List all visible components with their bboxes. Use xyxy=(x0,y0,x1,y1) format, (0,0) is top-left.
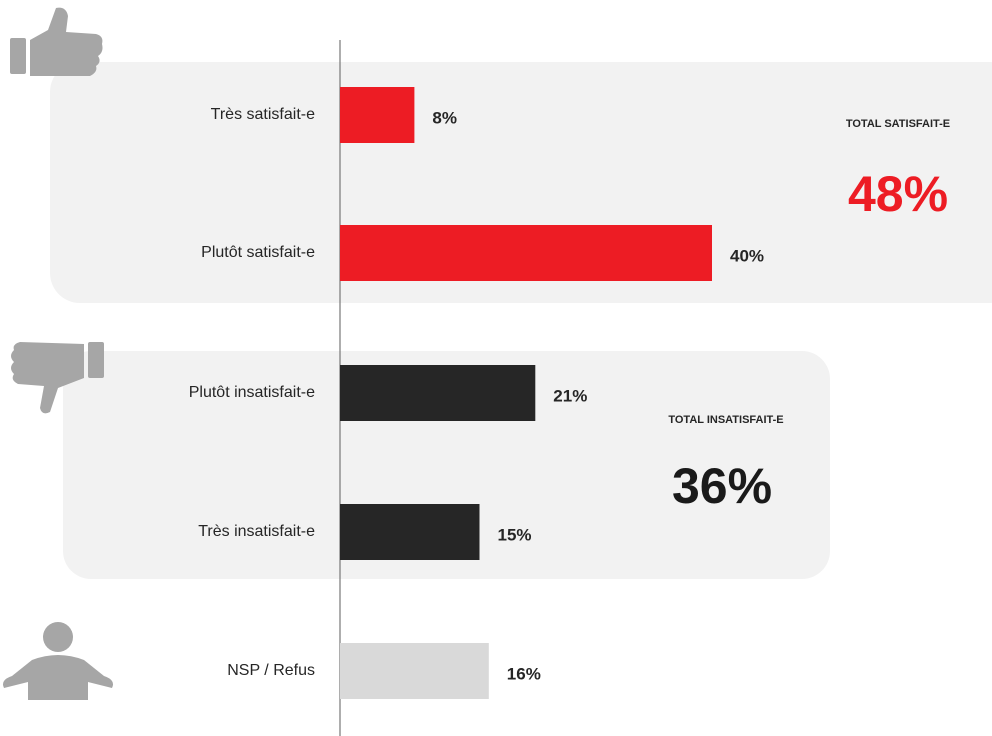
unsatisfied-panel xyxy=(63,351,830,579)
category-label: Très insatisfait-e xyxy=(198,523,315,540)
value-label: 21% xyxy=(553,386,587,405)
category-label: Plutôt satisfait-e xyxy=(201,244,315,261)
total-value: 48% xyxy=(848,166,948,222)
thumbs-down-icon xyxy=(11,342,104,414)
bar xyxy=(340,365,536,421)
total-value: 36% xyxy=(672,458,772,514)
bar xyxy=(340,643,489,699)
satisfied-panel xyxy=(50,62,992,303)
total-title: TOTAL SATISFAIT-E xyxy=(846,118,950,130)
value-label: 15% xyxy=(498,525,532,544)
total-title: TOTAL INSATISFAIT-E xyxy=(668,414,783,426)
bar xyxy=(340,504,480,560)
person-icon xyxy=(3,622,113,700)
bar xyxy=(340,225,712,281)
category-label: NSP / Refus xyxy=(227,662,315,679)
thumbs-up-icon xyxy=(10,7,103,77)
category-label: Plutôt insatisfait-e xyxy=(189,384,315,401)
value-label: 8% xyxy=(432,108,457,127)
bar xyxy=(340,87,415,143)
category-label: Très satisfait-e xyxy=(211,106,315,123)
value-label: 40% xyxy=(730,246,764,265)
value-label: 16% xyxy=(507,664,541,683)
